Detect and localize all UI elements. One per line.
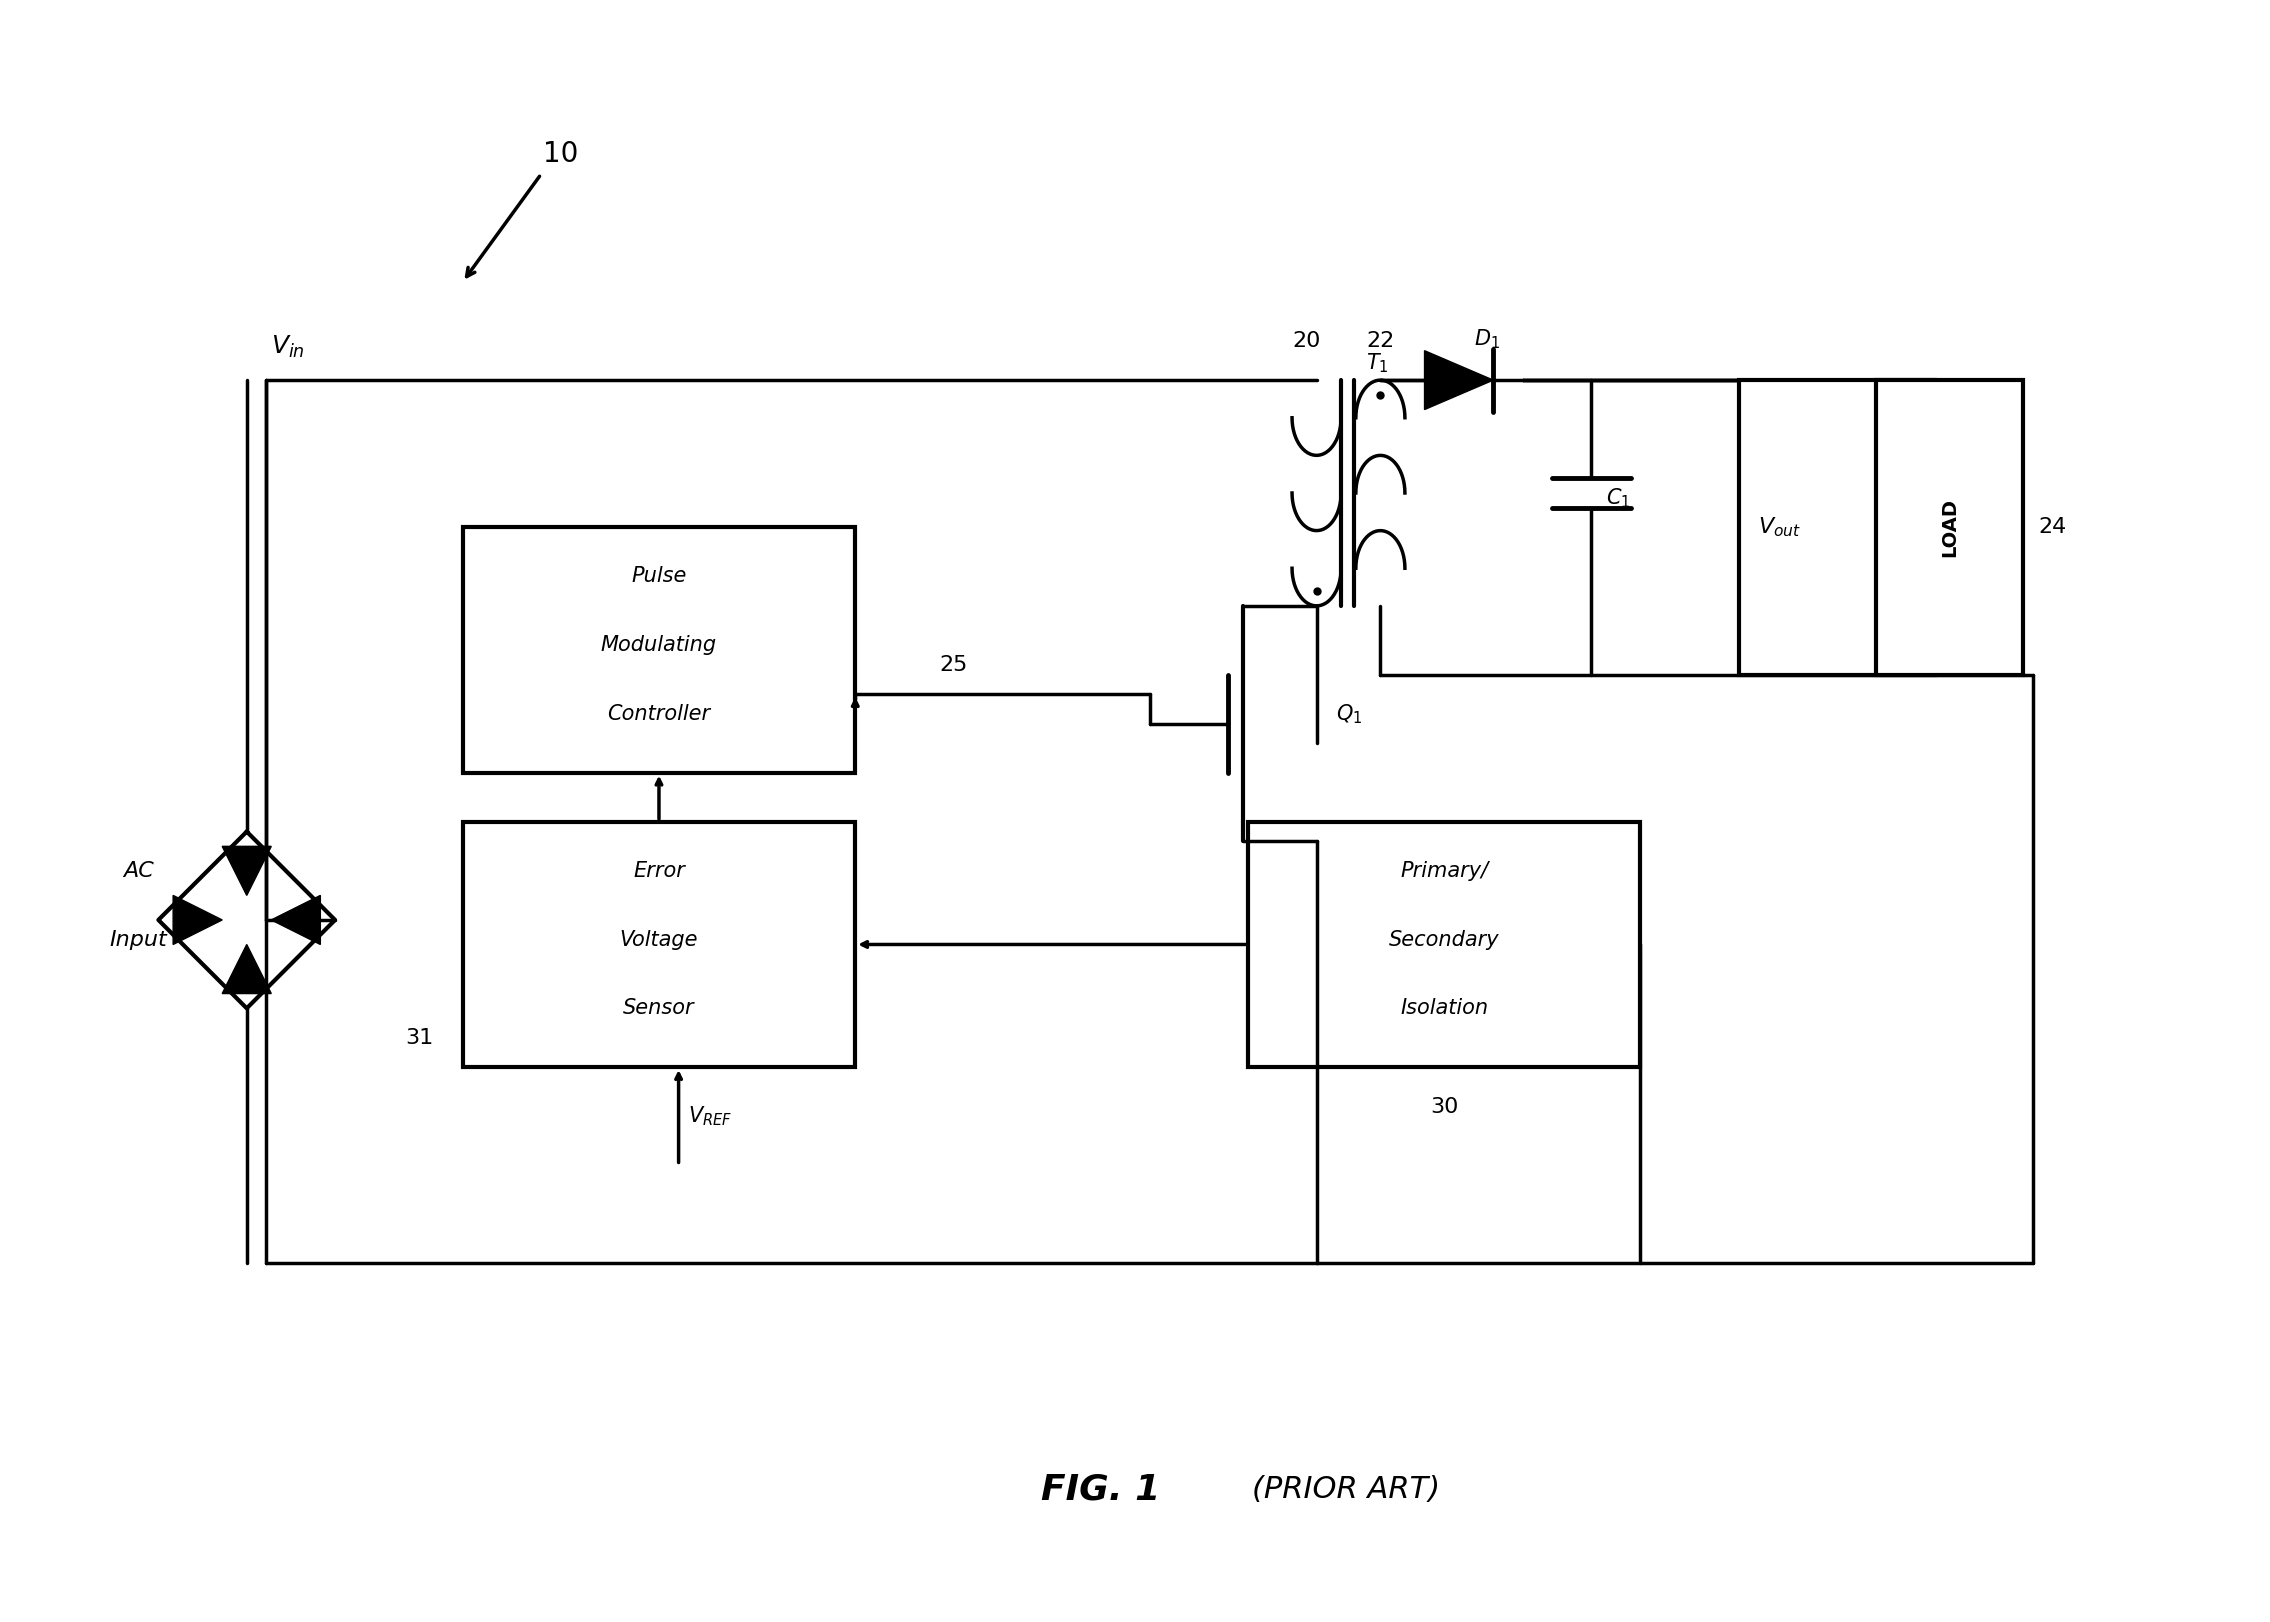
Polygon shape bbox=[222, 944, 272, 994]
Text: Pulse: Pulse bbox=[631, 566, 686, 587]
Bar bbox=[1739, 380, 1934, 675]
Text: Voltage: Voltage bbox=[620, 929, 699, 949]
Text: Sensor: Sensor bbox=[624, 998, 695, 1019]
Bar bbox=[1248, 822, 1641, 1067]
Text: $D_1$: $D_1$ bbox=[1473, 328, 1500, 350]
Text: LOAD: LOAD bbox=[1941, 498, 1959, 556]
Text: (PRIOR ART): (PRIOR ART) bbox=[1253, 1474, 1439, 1504]
Text: $V_{out}$: $V_{out}$ bbox=[1759, 516, 1802, 539]
Text: 31: 31 bbox=[404, 1028, 434, 1048]
Text: Modulating: Modulating bbox=[602, 636, 717, 655]
Polygon shape bbox=[1426, 350, 1494, 410]
Text: $V_{in}$: $V_{in}$ bbox=[272, 334, 304, 360]
Text: 24: 24 bbox=[2038, 517, 2066, 537]
Bar bbox=[1875, 380, 2023, 675]
Text: FIG. 1: FIG. 1 bbox=[1042, 1473, 1160, 1507]
Text: 30: 30 bbox=[1430, 1096, 1457, 1116]
Text: Input: Input bbox=[109, 929, 168, 949]
Text: $T_1$: $T_1$ bbox=[1367, 352, 1389, 375]
Text: $Q_1$: $Q_1$ bbox=[1337, 702, 1362, 725]
Bar bbox=[463, 822, 856, 1067]
Text: $C_1$: $C_1$ bbox=[1607, 487, 1630, 509]
Text: AC: AC bbox=[123, 861, 154, 881]
Text: 10: 10 bbox=[543, 141, 579, 169]
Polygon shape bbox=[173, 895, 222, 944]
Text: Error: Error bbox=[633, 861, 686, 881]
Bar bbox=[463, 527, 856, 772]
Text: Secondary: Secondary bbox=[1389, 929, 1500, 949]
Polygon shape bbox=[222, 847, 272, 895]
Text: Controller: Controller bbox=[608, 704, 711, 723]
Polygon shape bbox=[272, 895, 320, 944]
Text: 20: 20 bbox=[1292, 331, 1321, 350]
Text: 25: 25 bbox=[940, 655, 967, 675]
Text: 22: 22 bbox=[1367, 331, 1394, 350]
Text: $V_{REF}$: $V_{REF}$ bbox=[688, 1105, 733, 1127]
Text: Primary/: Primary/ bbox=[1401, 861, 1489, 881]
Text: Isolation: Isolation bbox=[1401, 998, 1489, 1019]
